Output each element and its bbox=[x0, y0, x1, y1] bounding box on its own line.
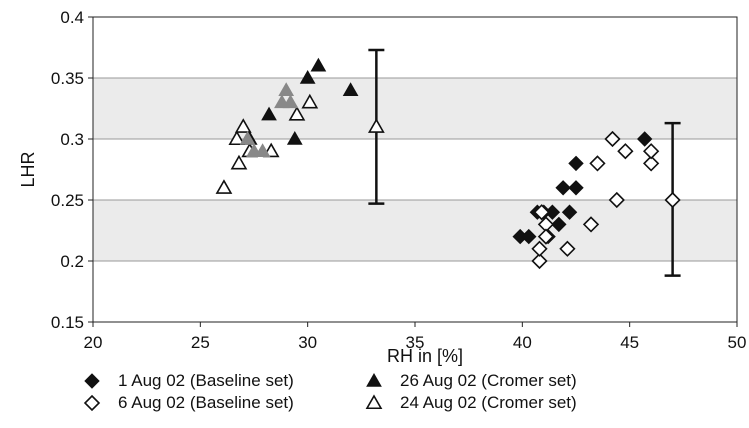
data-point bbox=[342, 82, 359, 96]
y-axis-title: LHR bbox=[18, 151, 38, 187]
data-point bbox=[544, 204, 561, 220]
data-point bbox=[531, 240, 548, 257]
data-points bbox=[215, 57, 660, 270]
data-point bbox=[234, 118, 252, 133]
legend-marker bbox=[366, 372, 382, 387]
data-point bbox=[521, 228, 537, 245]
data-point bbox=[636, 131, 653, 147]
legend-label: 24 Aug 02 (Cromer set) bbox=[400, 393, 577, 412]
data-point bbox=[617, 143, 634, 160]
data-point bbox=[533, 204, 550, 221]
y-axis-ticks: 0.15 0.2 0.25 0.3 0.35 0.4 bbox=[51, 8, 93, 332]
data-point bbox=[286, 130, 303, 145]
data-point bbox=[299, 69, 316, 84]
shaded-band bbox=[93, 200, 737, 261]
legend-marker bbox=[84, 373, 100, 389]
y-tick-label: 0.2 bbox=[60, 252, 84, 271]
data-point bbox=[239, 130, 256, 145]
error-bar-mean-point bbox=[664, 191, 681, 209]
legend-label: 6 Aug 02 (Baseline set) bbox=[118, 393, 294, 412]
legend-marker bbox=[83, 394, 101, 412]
data-point bbox=[254, 143, 271, 157]
legend: 1 Aug 02 (Baseline set) 6 Aug 02 (Baselin… bbox=[83, 371, 577, 412]
x-tick-label: 45 bbox=[620, 333, 639, 352]
data-point bbox=[555, 180, 571, 196]
data-point bbox=[589, 155, 606, 172]
data-point bbox=[551, 216, 567, 233]
data-point bbox=[278, 82, 295, 96]
x-tick-label: 50 bbox=[728, 333, 747, 352]
data-point bbox=[282, 94, 299, 109]
data-point bbox=[568, 155, 584, 172]
data-point bbox=[561, 204, 578, 220]
gridlines bbox=[93, 77, 737, 262]
data-point bbox=[230, 154, 248, 170]
data-point bbox=[643, 155, 660, 172]
error-bar-mean-point bbox=[367, 118, 385, 133]
shaded-bands bbox=[93, 78, 737, 261]
data-point bbox=[608, 191, 625, 209]
y-tick-label: 0.15 bbox=[51, 313, 84, 332]
y-tick-label: 0.25 bbox=[51, 191, 84, 210]
data-point bbox=[261, 106, 277, 121]
data-point bbox=[582, 216, 600, 233]
x-tick-label: 30 bbox=[298, 333, 317, 352]
data-point bbox=[531, 252, 548, 270]
data-point bbox=[310, 57, 327, 72]
legend-label: 1 Aug 02 (Baseline set) bbox=[118, 371, 294, 390]
y-tick-label: 0.35 bbox=[51, 69, 84, 88]
data-point bbox=[604, 130, 621, 148]
data-point bbox=[215, 179, 233, 194]
data-point bbox=[537, 228, 555, 245]
legend-label: 26 Aug 02 (Cromer set) bbox=[400, 371, 577, 390]
x-axis-title: RH in [%] bbox=[387, 346, 463, 366]
legend-marker bbox=[365, 394, 383, 410]
x-tick-label: 40 bbox=[513, 333, 532, 352]
data-point bbox=[559, 240, 576, 257]
data-point bbox=[568, 180, 584, 196]
error-bars bbox=[367, 48, 681, 277]
y-tick-label: 0.3 bbox=[60, 130, 84, 149]
x-axis-ticks: 20 25 30 35 40 45 50 bbox=[84, 322, 747, 352]
data-point bbox=[288, 105, 306, 121]
x-tick-label: 20 bbox=[84, 333, 103, 352]
x-tick-label: 35 bbox=[406, 333, 425, 352]
data-point bbox=[228, 130, 246, 146]
plot-area bbox=[92, 16, 738, 323]
data-point bbox=[301, 93, 319, 109]
data-point bbox=[643, 143, 660, 160]
shaded-band bbox=[93, 78, 737, 139]
x-tick-label: 25 bbox=[191, 333, 210, 352]
y-tick-label: 0.4 bbox=[60, 8, 84, 27]
